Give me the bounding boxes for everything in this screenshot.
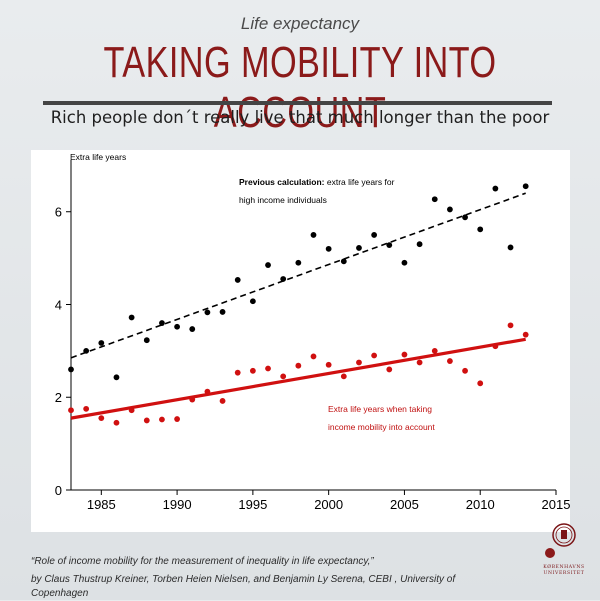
subhead: Rich people don´t really live that much …: [50, 108, 550, 127]
chart-panel: 0 2 4 6 1985 1990 1995 2000 2005 2010 2015 Extra li…: [31, 150, 570, 532]
black-data-point: [507, 244, 514, 251]
red-data-point: [204, 388, 211, 395]
y-tick-label: 6: [55, 205, 62, 220]
y-tick-label: 0: [55, 483, 62, 498]
red-data-point: [325, 361, 332, 368]
red-data-point: [462, 367, 468, 374]
black-data-point: [113, 374, 120, 381]
red-data-point: [68, 407, 74, 414]
black-data-point: [280, 276, 287, 282]
black-data-point: [447, 206, 453, 213]
black-data-point: [98, 340, 105, 346]
red-data-point: [371, 352, 378, 359]
black-trend-line: [70, 192, 526, 359]
black-data-point: [265, 262, 271, 268]
black-data-point: [68, 366, 74, 373]
black-data-point: [174, 323, 180, 330]
red-data-point: [386, 366, 393, 373]
black-data-point: [477, 226, 484, 233]
university-logo: KØBENHAVNS UNIVERSITET: [538, 521, 590, 577]
black-data-point: [310, 232, 317, 238]
black-data-point: [128, 314, 135, 321]
black-data-point: [371, 232, 378, 238]
red-data-point: [522, 331, 529, 338]
black-data-point: [159, 320, 165, 326]
black-data-point: [492, 185, 499, 192]
red-data-point: [507, 322, 514, 329]
black-data-point: [234, 277, 241, 283]
red-data-point: [189, 396, 196, 403]
red-data-point: [295, 362, 302, 369]
title-divider: [43, 101, 552, 105]
black-data-point: [356, 245, 362, 251]
x-tick-label: 2015: [542, 497, 570, 512]
black-series-annotation-line2: high income individuals: [239, 195, 327, 205]
red-data-point: [128, 407, 135, 414]
red-data-point: [356, 359, 362, 366]
y-axis-label: Extra life years: [70, 152, 126, 162]
red-data-point: [143, 417, 150, 424]
chart-svg: 0 2 4 6 1985 1990 1995 2000 2005 2010 2015 Extra li…: [55, 152, 570, 512]
logo-text-2: UNIVERSITET: [543, 571, 585, 576]
black-data-point: [204, 309, 211, 316]
x-tick-label: 2010: [466, 497, 495, 512]
red-data-point: [83, 405, 90, 412]
citation-authors: by Claus Thustrup Kreiner, Torben Heien …: [31, 574, 456, 599]
red-data-point: [477, 380, 484, 387]
x-tick-label: 2000: [314, 497, 343, 512]
x-tick-label: 1985: [87, 497, 116, 512]
black-data-point: [249, 298, 256, 305]
university-seal-icon: [545, 523, 576, 558]
red-data-point: [249, 367, 256, 374]
black-data-point: [295, 259, 302, 266]
logo-text-1: KØBENHAVNS: [543, 565, 585, 570]
red-data-point: [159, 416, 165, 423]
red-data-point: [416, 359, 423, 366]
red-data-point: [219, 398, 226, 404]
y-tick-label: 2: [55, 390, 62, 405]
x-tick-label: 1990: [163, 497, 192, 512]
black-data-point: [386, 242, 393, 249]
kicker: Life expectancy: [240, 14, 360, 33]
red-series-annotation-line2: income mobility into account: [328, 422, 435, 432]
red-data-point: [447, 358, 453, 364]
red-series-annotation-line1: Extra life years when taking: [328, 404, 432, 414]
y-tick-label: 4: [55, 297, 62, 312]
red-data-point: [431, 347, 438, 354]
red-data-point: [174, 416, 180, 422]
red-trend-line: [70, 337, 526, 420]
red-data-point: [113, 419, 120, 426]
black-data-point: [416, 241, 423, 248]
black-data-point: [340, 258, 347, 265]
headline: TAKING MOBILITY INTO ACCOUNT: [103, 38, 497, 137]
red-data-point: [98, 415, 105, 422]
black-data-point: [401, 259, 408, 266]
black-data-point: [431, 196, 438, 203]
black-data-point: [189, 326, 196, 332]
red-data-point: [340, 373, 347, 380]
black-data-point: [522, 183, 529, 190]
red-data-point: [234, 369, 241, 376]
black-data-point: [325, 245, 332, 252]
red-data-point: [310, 353, 317, 360]
red-data-point: [401, 351, 408, 358]
red-data-point: [265, 365, 271, 372]
black-data-point: [462, 214, 468, 221]
citation-title: “Role of income mobility for the measure…: [31, 556, 374, 567]
red-data-point: [280, 373, 287, 380]
red-data-point: [492, 343, 499, 350]
black-series-annotation-line1: Previous calculation: extra life years f…: [239, 177, 395, 187]
x-tick-label: 1995: [238, 497, 267, 512]
black-data-point: [219, 309, 226, 315]
black-data-point: [143, 337, 150, 344]
x-tick-label: 2005: [390, 497, 419, 512]
black-data-point: [83, 347, 90, 354]
